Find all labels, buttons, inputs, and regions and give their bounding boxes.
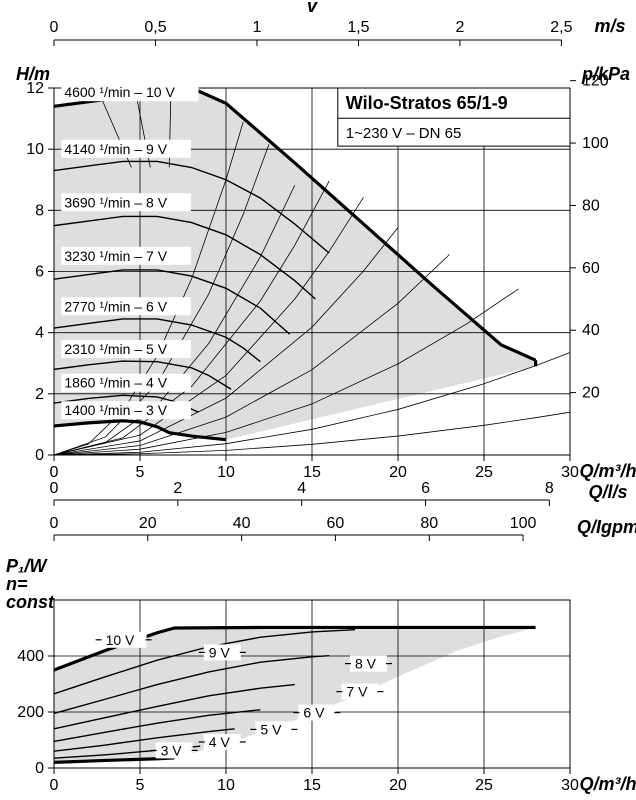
qls-label: Q/l/s: [588, 482, 627, 502]
svg-text:2: 2: [173, 480, 182, 497]
svg-text:m/s: m/s: [594, 16, 625, 36]
svg-text:1: 1: [253, 19, 262, 36]
svg-text:10: 10: [217, 777, 235, 794]
svg-text:30: 30: [561, 777, 579, 794]
svg-text:4: 4: [297, 480, 306, 497]
svg-text:0: 0: [50, 480, 59, 497]
svg-text:20: 20: [389, 777, 407, 794]
power-curve-label: 6 V: [303, 705, 325, 721]
top-y-label: H/m: [16, 64, 50, 84]
power-curve-label: 5 V: [260, 721, 282, 737]
svg-text:15: 15: [303, 464, 321, 481]
svg-text:30: 30: [561, 464, 579, 481]
svg-text:4: 4: [35, 325, 44, 342]
svg-text:2: 2: [35, 386, 44, 403]
power-curve-label: 4 V: [209, 734, 231, 750]
svg-text:const: const: [6, 592, 55, 612]
top-p-label: p/kPa: [581, 64, 630, 84]
svg-text:5: 5: [136, 777, 145, 794]
svg-text:1,5: 1,5: [347, 19, 369, 36]
svg-text:0: 0: [50, 515, 59, 532]
svg-text:0: 0: [35, 447, 44, 464]
svg-text:0: 0: [50, 777, 59, 794]
svg-text:20: 20: [582, 385, 600, 402]
svg-text:0: 0: [50, 464, 59, 481]
svg-text:P₁/W: P₁/W: [6, 556, 48, 576]
qgpm-label: Q/Igpm: [577, 517, 636, 537]
svg-text:60: 60: [582, 260, 600, 277]
svg-text:8: 8: [35, 202, 44, 219]
chart-title: Wilo-Stratos 65/1-9: [346, 93, 508, 113]
svg-text:15: 15: [303, 777, 321, 794]
chart-subtitle: 1~230 V – DN 65: [346, 125, 462, 142]
power-curve-label: 9 V: [209, 644, 231, 660]
speed-curve-label: 2770 ¹/min – 6 V: [64, 298, 167, 314]
svg-text:5: 5: [136, 464, 145, 481]
speed-curve-label: 1400 ¹/min – 3 V: [64, 402, 167, 418]
power-curve-label: 3 V: [161, 742, 183, 758]
svg-text:n=: n=: [6, 574, 28, 594]
svg-text:80: 80: [420, 515, 438, 532]
svg-text:Q/m³/h: Q/m³/h: [580, 774, 636, 794]
power-curve-label: 10 V: [106, 632, 135, 648]
svg-text:8: 8: [545, 480, 554, 497]
svg-text:0: 0: [35, 760, 44, 777]
svg-text:25: 25: [475, 777, 493, 794]
svg-text:40: 40: [582, 322, 600, 339]
svg-text:80: 80: [582, 197, 600, 214]
speed-curve-label: 4600 ¹/min – 10 V: [64, 84, 175, 100]
svg-text:v: v: [307, 0, 318, 16]
speed-curve-label: 4140 ¹/min – 9 V: [64, 141, 167, 157]
top-x-label: Q/m³/h: [580, 461, 636, 481]
svg-text:0,5: 0,5: [144, 19, 166, 36]
svg-text:60: 60: [326, 515, 344, 532]
svg-text:25: 25: [475, 464, 493, 481]
svg-text:0: 0: [50, 19, 59, 36]
svg-text:2,5: 2,5: [550, 19, 572, 36]
svg-text:200: 200: [17, 704, 44, 721]
speed-curve-label: 3690 ¹/min – 8 V: [64, 194, 167, 210]
svg-text:20: 20: [139, 515, 157, 532]
svg-text:100: 100: [582, 135, 609, 152]
svg-text:400: 400: [17, 648, 44, 665]
svg-text:2: 2: [455, 19, 464, 36]
svg-text:10: 10: [26, 141, 44, 158]
speed-curve-label: 1860 ¹/min – 4 V: [64, 375, 167, 391]
speed-curve-label: 3230 ¹/min – 7 V: [64, 248, 167, 264]
svg-text:20: 20: [389, 464, 407, 481]
svg-text:100: 100: [510, 515, 537, 532]
pump-chart-svg: 051015202530Q/m³/h024681012H/m00,511,522…: [0, 0, 636, 800]
power-curve-label: 8 V: [355, 656, 377, 672]
svg-text:6: 6: [35, 264, 44, 281]
power-curve-label: 7 V: [346, 684, 368, 700]
speed-curve-label: 2310 ¹/min – 5 V: [64, 341, 167, 357]
svg-text:6: 6: [421, 480, 430, 497]
svg-text:40: 40: [233, 515, 251, 532]
svg-text:10: 10: [217, 464, 235, 481]
